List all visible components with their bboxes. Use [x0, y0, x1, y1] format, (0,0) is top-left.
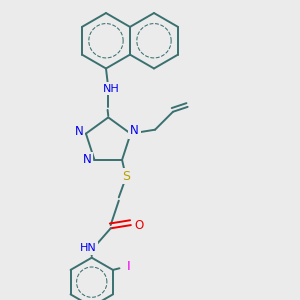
Text: I: I — [127, 260, 130, 273]
Text: S: S — [122, 170, 130, 183]
Text: NH: NH — [103, 84, 119, 94]
Text: N: N — [83, 153, 92, 167]
Text: HN: HN — [80, 243, 96, 253]
Text: N: N — [74, 125, 83, 139]
Text: N: N — [130, 124, 139, 137]
Text: O: O — [135, 219, 144, 232]
